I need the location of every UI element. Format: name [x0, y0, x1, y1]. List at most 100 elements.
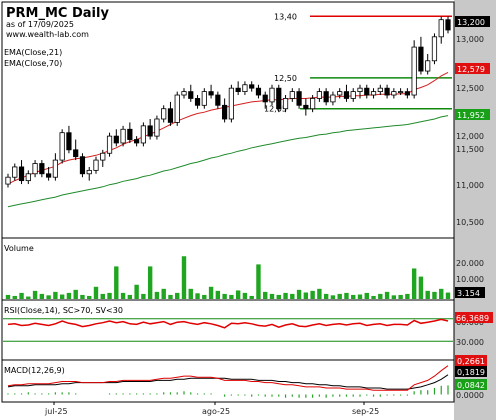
- candle-body: [370, 91, 377, 96]
- volume-bar: [26, 296, 31, 299]
- histogram-value: 0,0842: [457, 381, 485, 390]
- volume-bar: [344, 292, 349, 299]
- price-tick-label: 12,500: [456, 84, 484, 93]
- candle-body: [120, 128, 126, 144]
- volume-bar: [384, 291, 390, 299]
- candle-body: [93, 159, 99, 171]
- candle-body: [411, 46, 417, 96]
- candle-body: [364, 87, 370, 96]
- volume-bar: [100, 293, 105, 299]
- ema21-value-box: [455, 63, 490, 74]
- candle-body: [418, 46, 424, 72]
- volume-bar: [202, 294, 207, 299]
- volume-bar: [371, 295, 376, 299]
- candle-body: [52, 159, 58, 178]
- candle-body: [330, 94, 336, 103]
- candle-body: [431, 36, 438, 62]
- candle-body: [384, 87, 390, 96]
- price-tick-label: 13,000: [456, 35, 484, 44]
- price-tick-label: 11,000: [456, 181, 484, 190]
- volume-bar: [107, 292, 112, 299]
- candle-body: [215, 94, 221, 106]
- candle-body: [323, 91, 329, 103]
- candle-body: [161, 108, 167, 120]
- candle-body: [235, 87, 241, 93]
- macd-label: MACD(12,26,9): [4, 366, 65, 375]
- source-label: www.wealth-lab.com: [6, 30, 89, 39]
- ema70-value: 11,952: [457, 111, 485, 120]
- candle-body: [46, 173, 52, 178]
- candle-body: [73, 149, 79, 158]
- volume-bar: [378, 293, 383, 299]
- candle-body: [140, 125, 146, 144]
- rsi-tick-label: 30.000: [456, 338, 484, 347]
- candle-body: [289, 91, 295, 99]
- volume-bar: [330, 295, 336, 299]
- candle-body: [222, 104, 228, 120]
- last-price-box: [455, 16, 490, 27]
- price-tick-label: 11,500: [456, 145, 484, 154]
- volume-bar: [242, 292, 248, 299]
- volume-bar: [391, 295, 397, 299]
- volume-bar: [432, 291, 437, 299]
- candle-body: [18, 166, 25, 182]
- price-tick-label: 12,000: [456, 132, 484, 141]
- candle-body: [310, 98, 316, 110]
- volume-bar: [32, 290, 38, 299]
- volume-tick-label: 20.000: [456, 259, 484, 268]
- chart-title: PRM_MC Daily: [6, 6, 109, 21]
- candle-body: [404, 91, 410, 96]
- candle-body: [32, 163, 38, 175]
- candle-body: [39, 163, 45, 175]
- volume-bar: [87, 295, 92, 299]
- ema70-value-box: [455, 109, 490, 120]
- volume-bar: [141, 293, 146, 299]
- candle-body: [282, 98, 289, 110]
- volume-bar: [5, 294, 11, 299]
- volume-bar: [127, 294, 133, 299]
- volume-bar: [296, 289, 302, 299]
- volume-bar: [229, 294, 234, 299]
- volume-bar: [249, 295, 254, 299]
- last-price-value: 13,200: [457, 18, 485, 27]
- macd-line: [7, 365, 449, 391]
- candle-body: [147, 125, 153, 137]
- volume-bar: [269, 293, 275, 299]
- macd-pane: [1, 359, 455, 403]
- candle-body: [188, 91, 194, 99]
- candle-body: [106, 135, 113, 154]
- candle-body: [303, 104, 309, 110]
- volume-bar: [323, 293, 329, 299]
- candle-body: [438, 19, 444, 38]
- volume-bar: [283, 292, 288, 299]
- volume-value-box: [455, 287, 485, 298]
- volume-bar: [39, 293, 45, 299]
- candle-body: [276, 87, 282, 110]
- volume-bar: [175, 292, 180, 299]
- candle-body: [255, 87, 262, 96]
- volume-bar: [418, 276, 424, 299]
- volume-bar: [80, 294, 85, 299]
- candle-body: [134, 139, 140, 144]
- rsi-label: RSI(Close,14), SC>70, SV<30: [4, 306, 123, 315]
- volume-bar: [93, 286, 99, 299]
- candle-body: [391, 91, 397, 96]
- rsi-value-box: [455, 312, 493, 323]
- ema70-line: [7, 115, 449, 208]
- date-tick-label: sep-25: [352, 407, 379, 416]
- candle-body: [66, 132, 72, 151]
- legend-ema21: EMA(Close,21): [4, 48, 62, 57]
- histogram-value-box: [455, 379, 487, 390]
- volume-bar: [134, 284, 139, 299]
- volume-bar: [59, 294, 65, 299]
- candle-body: [398, 91, 404, 94]
- candle-body: [296, 91, 302, 106]
- volume-bar: [364, 292, 369, 299]
- candle-body: [242, 84, 248, 93]
- volume-bar: [114, 266, 119, 299]
- volume-tick-label: 10.000: [456, 275, 484, 284]
- candle-body: [174, 94, 180, 123]
- volume-bar: [290, 293, 295, 299]
- volume-bar: [120, 292, 126, 299]
